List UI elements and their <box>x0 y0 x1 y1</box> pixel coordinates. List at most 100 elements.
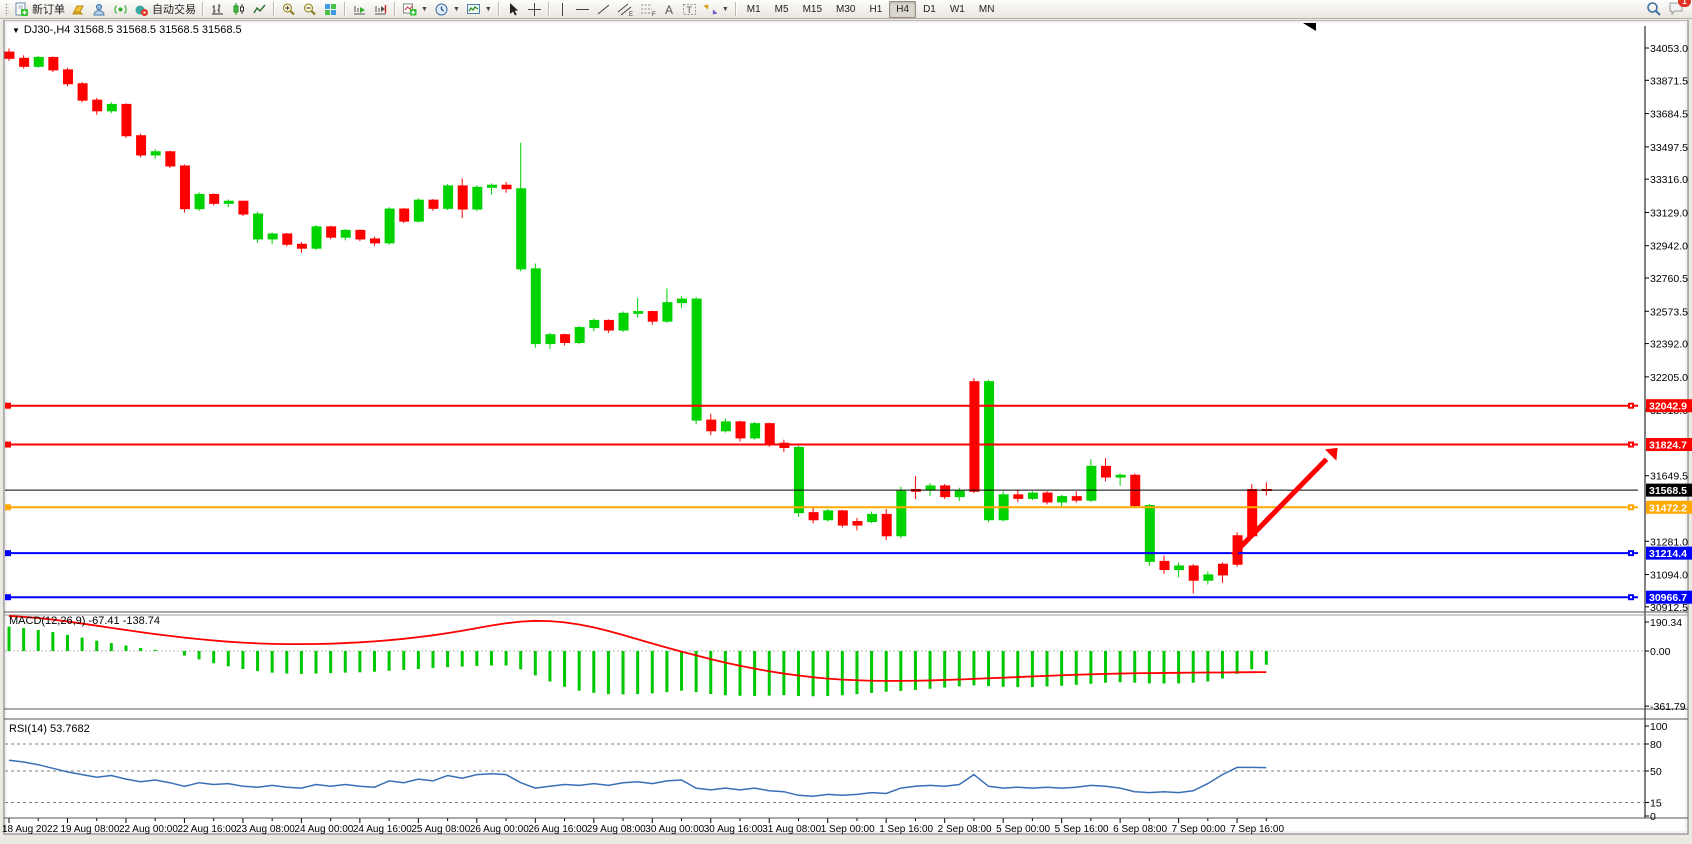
cursor-button[interactable] <box>503 0 524 18</box>
candle-body <box>165 151 176 167</box>
zoom-out-icon <box>304 3 316 15</box>
fibonacci-button[interactable]: F <box>637 0 660 18</box>
candle-body <box>77 83 88 101</box>
candle-body <box>282 233 293 245</box>
candle-body <box>1217 563 1228 576</box>
timeframe-M1[interactable]: M1 <box>746 3 761 15</box>
candle-body <box>33 56 44 67</box>
rsi-label: RSI(14) 53.7682 <box>9 723 90 735</box>
separator <box>273 2 275 16</box>
periods-button[interactable]: ▼ <box>431 0 463 18</box>
auto-scroll-button[interactable] <box>349 0 370 18</box>
svg-text:T: T <box>686 5 692 15</box>
text-button[interactable]: A <box>660 0 679 18</box>
timeframe-W1[interactable]: W1 <box>949 3 965 15</box>
candle-body <box>150 151 161 156</box>
template-icon <box>466 3 480 14</box>
timeframe-M5[interactable]: M5 <box>774 3 789 15</box>
candle-body <box>223 200 234 204</box>
search-icon[interactable] <box>1646 1 1662 17</box>
vertical-line-button[interactable] <box>553 0 572 18</box>
candle-body <box>823 510 834 521</box>
zoom-in-button[interactable] <box>278 0 299 18</box>
time-axis-label: 24 Aug 16:00 <box>353 824 412 835</box>
candle-body <box>735 421 746 439</box>
candle-body <box>209 193 220 204</box>
candle-body <box>940 485 951 498</box>
tile-windows-button[interactable] <box>320 0 341 18</box>
timeframe-group: M1 M5 M15 M30 H1 H4 D1 W1 MN <box>740 0 1002 18</box>
candle-body <box>253 213 264 240</box>
templates-button[interactable]: ▼ <box>463 0 495 18</box>
timeframe-H4[interactable]: H4 <box>889 0 917 18</box>
candle-body <box>413 199 424 222</box>
separator <box>547 2 550 16</box>
horizontal-line-button[interactable] <box>572 0 593 18</box>
candle-body <box>516 188 527 270</box>
signal-icon <box>114 4 127 14</box>
collapse-icon[interactable]: ▼ <box>12 26 20 35</box>
time-axis-label: 7 Sep 16:00 <box>1230 824 1284 835</box>
arrows-button[interactable]: ▼ <box>700 0 732 18</box>
crosshair-button[interactable] <box>524 0 545 18</box>
timeframe-H1[interactable]: H1 <box>869 3 883 15</box>
candle-body <box>545 334 556 345</box>
line-price-badge <box>1646 483 1692 497</box>
chart-shift-button[interactable] <box>370 0 391 18</box>
time-axis-label: 22 Aug 00:00 <box>119 824 178 835</box>
candle-body <box>896 490 907 537</box>
price-axis-label: 30912.5 <box>1650 602 1688 614</box>
text-label-button[interactable]: T <box>679 0 700 18</box>
candlestick-chart-button[interactable] <box>228 0 249 18</box>
candle-body <box>1144 505 1155 562</box>
channel-icon: E <box>617 3 633 17</box>
zoom-out-button[interactable] <box>299 0 320 18</box>
candle-body <box>179 165 190 210</box>
vertical-line-icon <box>561 2 563 16</box>
market-watch-button[interactable] <box>68 0 89 18</box>
trendline-button[interactable] <box>593 0 614 18</box>
timeframe-MN[interactable]: MN <box>978 3 995 15</box>
line-start-marker <box>5 594 11 601</box>
community-button[interactable] <box>89 0 110 18</box>
timeframe-D1[interactable]: D1 <box>923 3 936 15</box>
candle-body <box>574 327 585 344</box>
line-price-badge <box>1646 546 1692 560</box>
crosshair-icon <box>527 2 541 16</box>
candle-body <box>530 268 541 345</box>
timeframe-M15[interactable]: M15 <box>802 3 823 15</box>
candle-body <box>647 311 658 322</box>
bar-chart-button[interactable] <box>207 0 228 18</box>
indicators-button[interactable]: ▼ <box>399 0 431 18</box>
macd-axis-label: 190.34 <box>1650 617 1682 629</box>
line-start-marker <box>5 402 11 409</box>
price-axis-label: 31281.0 <box>1650 536 1688 548</box>
arrows-icon <box>703 3 718 15</box>
new-order-button[interactable]: 新订单 <box>11 0 68 18</box>
bar-chart-icon <box>212 3 223 14</box>
candle-body <box>311 226 322 249</box>
price-chart[interactable]: 34053.0 33871.5 33684.5 33497.5 33316.0 33129… <box>0 20 1692 844</box>
candle-body <box>370 238 380 244</box>
time-axis-label: 25 Aug 08:00 <box>411 824 470 835</box>
zoom-in-icon <box>283 3 295 15</box>
rsi-axis-label: 0 <box>1650 811 1656 823</box>
text-icon: A <box>665 3 673 17</box>
candle-body <box>618 312 629 331</box>
equidistant-channel-button[interactable]: E <box>614 0 637 18</box>
candle-body <box>428 199 439 209</box>
line-price-badge <box>1646 399 1692 413</box>
line-price-badge <box>1646 590 1692 604</box>
signal-button[interactable] <box>110 0 131 18</box>
toolbar-drag-handle[interactable] <box>5 2 9 16</box>
timeframe-M30[interactable]: M30 <box>836 3 856 15</box>
price-axis-label: 32392.0 <box>1650 339 1688 351</box>
chat-button[interactable]: 1 <box>1668 0 1691 18</box>
price-axis-label: 32760.5 <box>1650 273 1688 285</box>
dropdown-caret: ▼ <box>421 5 428 13</box>
auto-trading-button[interactable]: 自动交易 <box>131 0 199 18</box>
time-axis-label: 23 Aug 08:00 <box>236 824 295 835</box>
candle-body <box>984 381 995 521</box>
clock-icon <box>435 3 448 15</box>
line-chart-button[interactable] <box>249 0 270 18</box>
